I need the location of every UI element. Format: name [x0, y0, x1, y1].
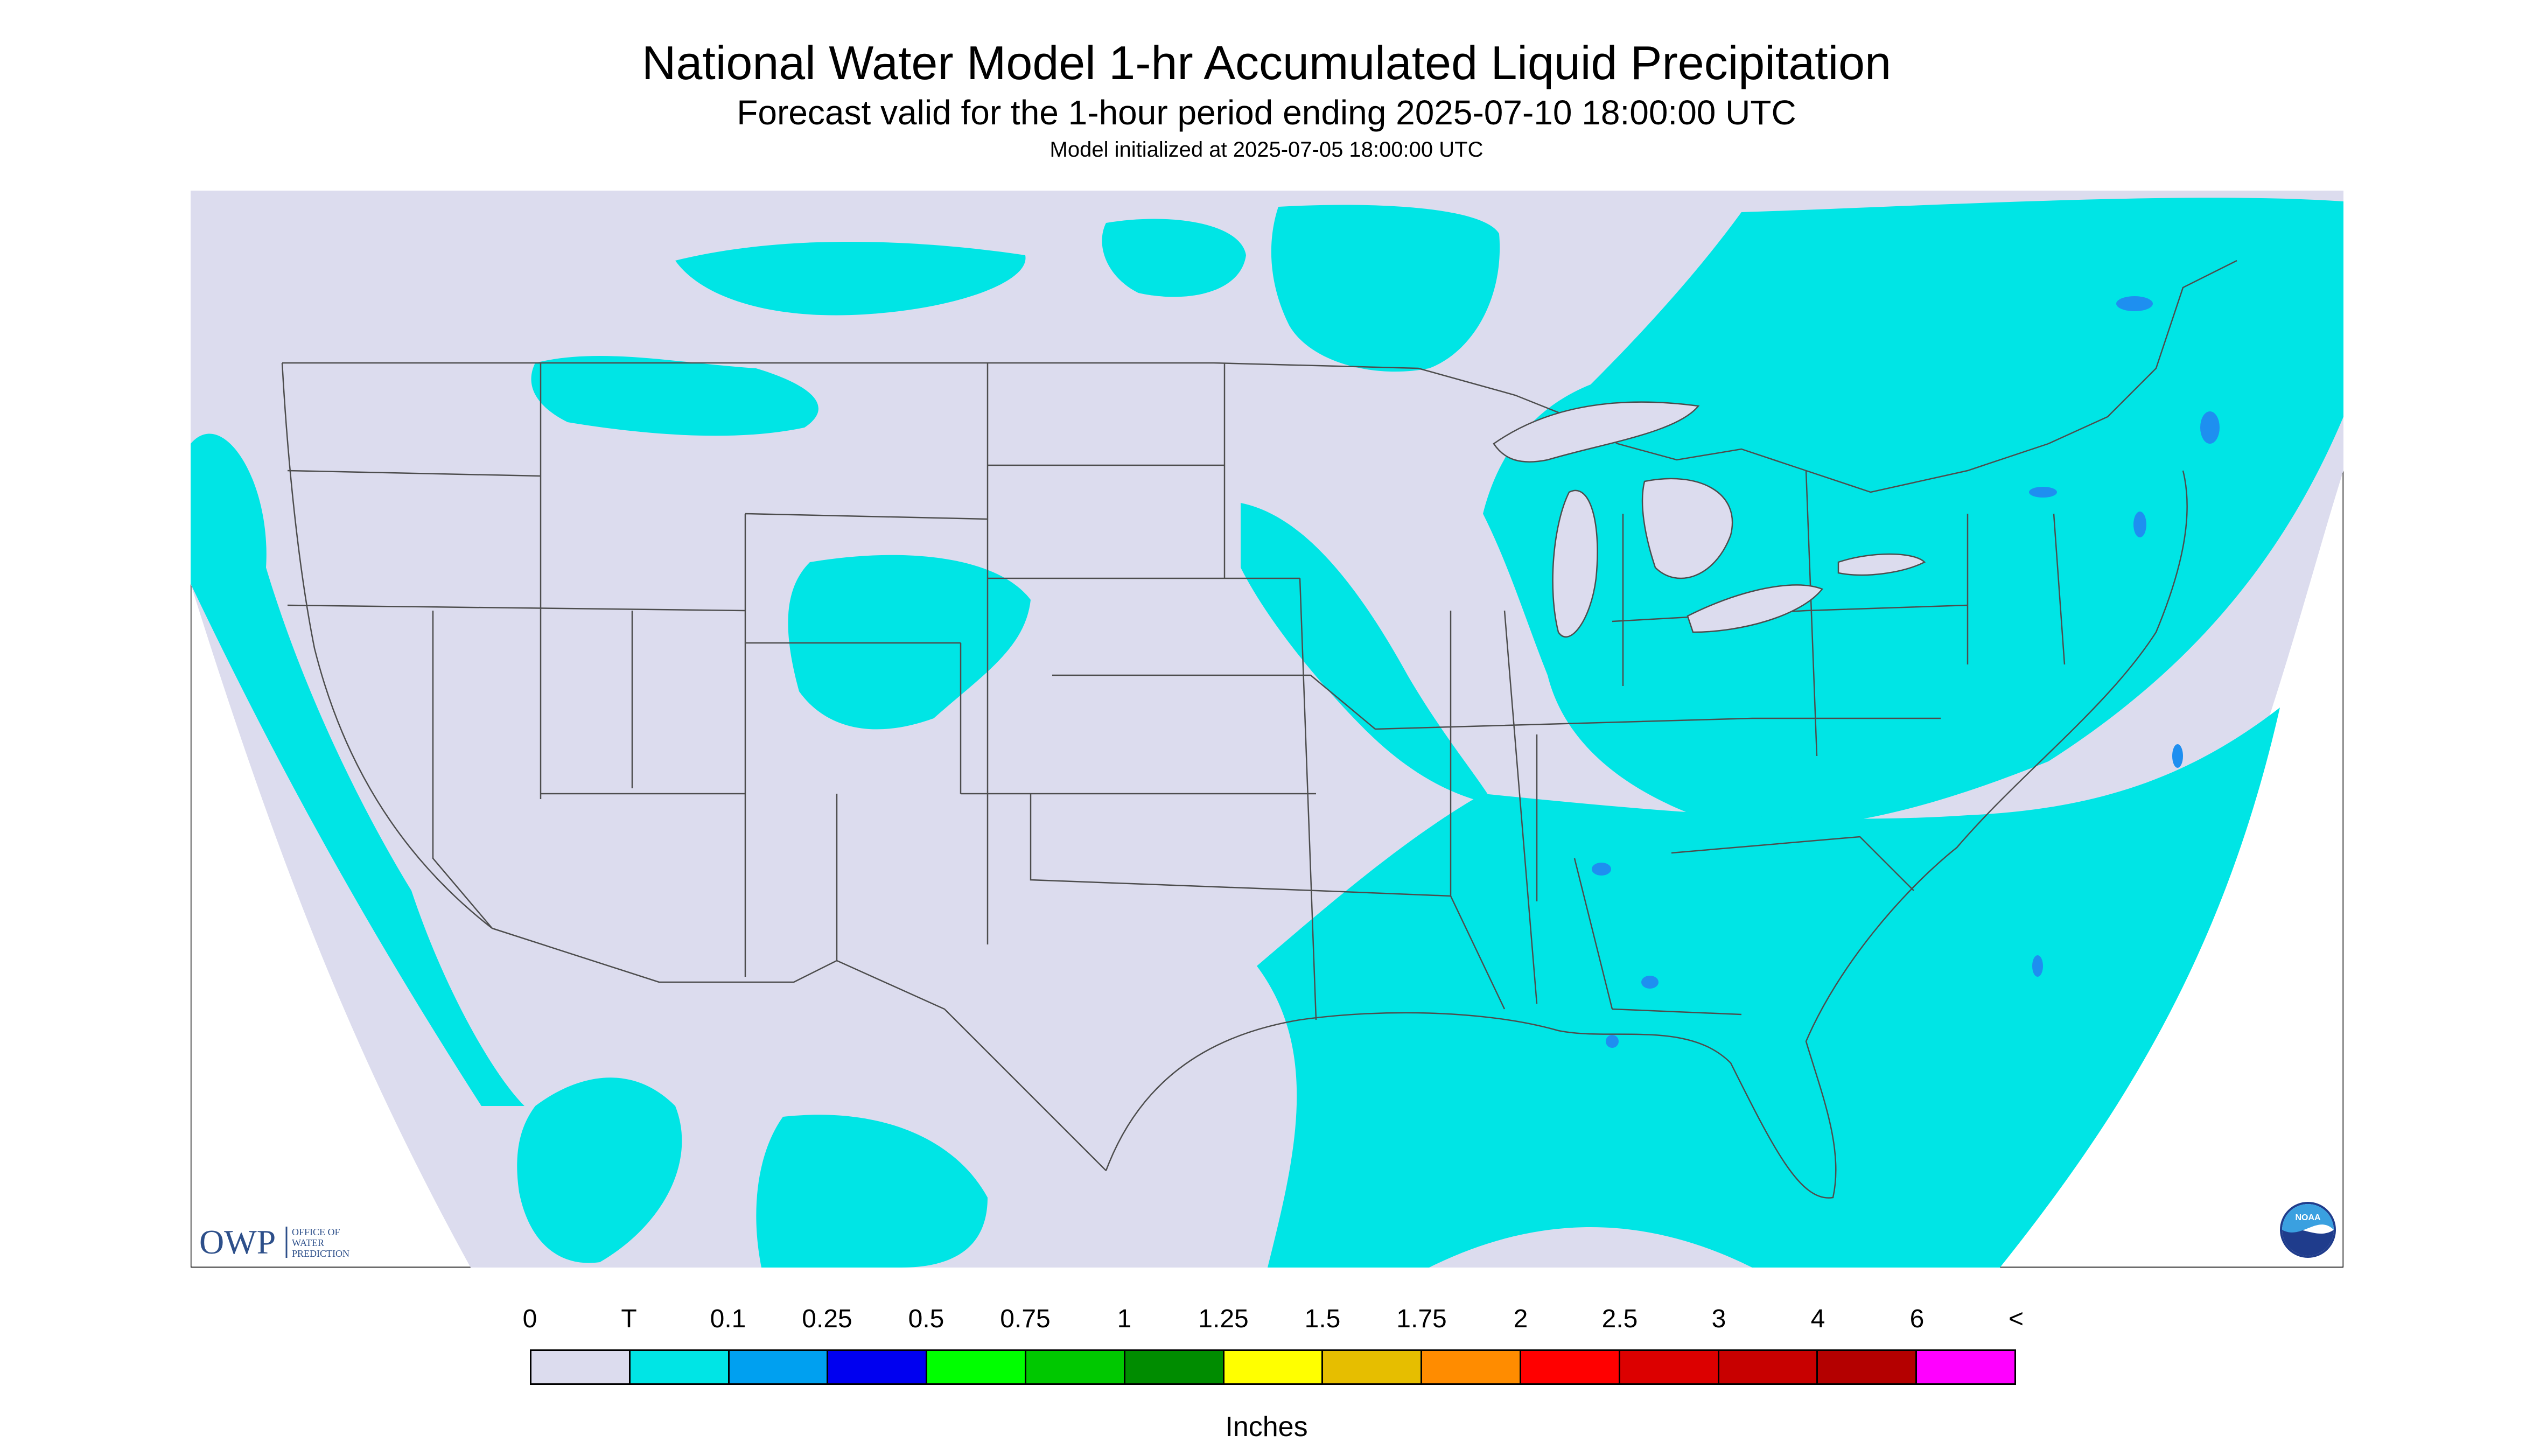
- lake-huron: [1641, 478, 1733, 579]
- owp-logo-line-2: WATER: [292, 1237, 324, 1248]
- forecast-valid-subtitle: Forecast valid for the 1-hour period end…: [737, 93, 1796, 132]
- precip-cell: [1606, 1035, 1619, 1048]
- legend-tick-label: 2: [1513, 1305, 1528, 1333]
- owp-logo-acronym: OWP: [199, 1223, 276, 1261]
- owp-logo-line-3: PREDICTION: [292, 1248, 349, 1259]
- precip-cell: [1641, 976, 1659, 989]
- us-coastline-gulf: [1105, 470, 2188, 1199]
- color-swatch: [1323, 1351, 1423, 1383]
- color-swatch: [1026, 1351, 1125, 1383]
- color-swatch: [1818, 1351, 1918, 1383]
- state-lines-west: [287, 363, 988, 977]
- legend-tick-label: 1: [1117, 1305, 1132, 1333]
- precip-light-cells: [1592, 296, 2220, 1048]
- color-swatch: [1224, 1351, 1324, 1383]
- color-swatch: [1620, 1351, 1719, 1383]
- legend-tick-label: 1.5: [1304, 1305, 1341, 1333]
- precip-cell: [2200, 411, 2220, 444]
- us-canada-border: [282, 260, 2237, 493]
- precip-cell: [2133, 512, 2146, 537]
- state-lines-central: [961, 363, 1451, 1020]
- precip-area-north-dakota: [1102, 219, 1246, 297]
- us-coastline-west: [281, 362, 493, 929]
- legend-tick-label: 0.25: [802, 1305, 852, 1333]
- lake-michigan: [1552, 489, 1598, 638]
- precip-area-mexico-gulf: [756, 1115, 988, 1268]
- legend-tick-label: 3: [1711, 1305, 1726, 1333]
- lake-erie: [1687, 584, 1824, 633]
- owp-logo-line-1: OFFICE OF: [292, 1227, 340, 1237]
- legend-tick-label: 2.5: [1601, 1305, 1638, 1333]
- color-swatch: [531, 1351, 631, 1383]
- color-swatch: [1719, 1351, 1818, 1383]
- lake-ontario: [1837, 553, 1926, 576]
- precip-area-northern-rockies: [531, 356, 818, 436]
- color-swatch: [729, 1351, 829, 1383]
- precip-cell: [2116, 296, 2153, 311]
- state-lines-east: [1375, 470, 2066, 1016]
- color-swatch: [1125, 1351, 1224, 1383]
- legend-tick-label: 6: [1909, 1305, 1925, 1333]
- owp-logo: OWP OFFICE OF WATER PREDICTION: [199, 1223, 349, 1261]
- color-swatch: [1917, 1351, 2014, 1383]
- map-title: National Water Model 1-hr Accumulated Li…: [641, 36, 1892, 89]
- precip-area-minnesota-manitoba: [1271, 205, 1500, 372]
- legend-tick-label: 1.25: [1198, 1305, 1249, 1333]
- precip-cell: [2029, 487, 2057, 498]
- precip-area-midwest: [1241, 503, 1494, 804]
- precip-area-pacific: [191, 433, 524, 1106]
- precip-cell: [2032, 955, 2043, 977]
- color-scale-bar: [530, 1349, 2016, 1385]
- noaa-logo-label: NOAA: [2295, 1213, 2321, 1222]
- legend-tick-label: 4: [1810, 1305, 1825, 1333]
- color-swatch: [828, 1351, 928, 1383]
- noaa-logo-icon: NOAA: [2280, 1202, 2336, 1258]
- legend-tick-label: 0.75: [1000, 1305, 1051, 1333]
- legend-tick-label: <: [2008, 1305, 2024, 1333]
- great-lakes: [1493, 401, 1926, 638]
- precipitation-map: OWP OFFICE OF WATER PREDICTION NOAA: [191, 191, 2343, 1268]
- lake-superior: [1493, 401, 1700, 463]
- legend-tick-label: 0.1: [710, 1305, 746, 1333]
- precip-cell: [2172, 744, 2183, 768]
- legend-tick-label: 0: [522, 1305, 537, 1333]
- precip-area-montana-canada: [675, 242, 1026, 316]
- legend-tick-label: 1.75: [1396, 1305, 1447, 1333]
- color-swatch: [1521, 1351, 1620, 1383]
- legend-tick-label: T: [621, 1305, 637, 1333]
- color-swatch: [630, 1351, 730, 1383]
- color-swatch: [1422, 1351, 1521, 1383]
- legend-units: Inches: [1225, 1411, 1308, 1443]
- precip-cell: [1592, 863, 1611, 876]
- precip-area-southeast: [1257, 708, 2280, 1268]
- model-init-line: Model initialized at 2025-07-05 18:00:00…: [1049, 138, 1484, 162]
- state-borders: [281, 260, 2237, 1199]
- color-swatch: [927, 1351, 1026, 1383]
- precip-area-baja: [517, 1077, 682, 1263]
- legend-tick-label: 0.5: [908, 1305, 944, 1333]
- precip-area-colorado: [788, 555, 1031, 730]
- us-mexico-border: [492, 927, 1107, 1171]
